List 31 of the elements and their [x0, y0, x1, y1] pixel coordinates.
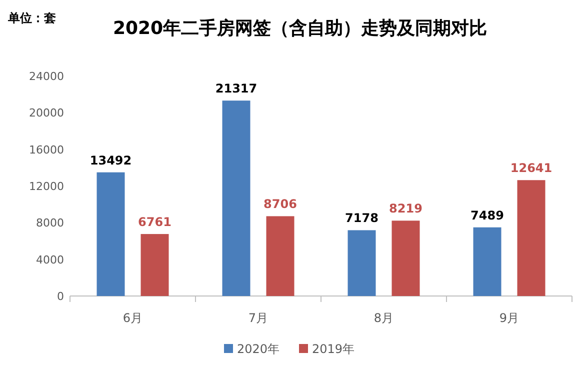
y-tick-label: 4000 [36, 253, 64, 266]
bar [392, 220, 420, 296]
y-tick-label: 24000 [29, 70, 64, 83]
y-axis-title: 单位：套 [7, 11, 56, 25]
x-tick-label: 7月 [248, 311, 268, 325]
data-label: 13492 [90, 153, 132, 168]
bar [266, 216, 294, 296]
y-tick-label: 12000 [29, 180, 64, 193]
data-label: 12641 [510, 161, 552, 176]
bar [96, 172, 125, 296]
data-label: 7489 [470, 208, 504, 222]
y-tick-label: 0 [57, 290, 64, 303]
data-label: 7178 [345, 211, 378, 226]
bar [222, 100, 250, 296]
bar [517, 180, 546, 296]
bar [348, 230, 376, 296]
data-label: 8706 [264, 197, 297, 212]
legend-label: 2020年 [237, 342, 280, 356]
data-label: 8219 [389, 202, 422, 216]
x-tick-label: 8月 [374, 311, 394, 325]
y-tick-label: 20000 [29, 106, 64, 120]
bar [140, 234, 169, 296]
data-label: 6761 [138, 215, 172, 230]
y-tick-label: 16000 [29, 143, 64, 156]
x-tick-label: 6月 [122, 311, 143, 325]
y-tick-label: 8000 [36, 216, 64, 230]
data-label: 21317 [215, 82, 258, 96]
bar [473, 227, 502, 296]
x-tick-label: 9月 [499, 311, 520, 325]
legend-label: 2019年 [312, 342, 355, 356]
chart-title: 2020年二手房网签（含自助）走势及同期对比 [112, 18, 488, 39]
